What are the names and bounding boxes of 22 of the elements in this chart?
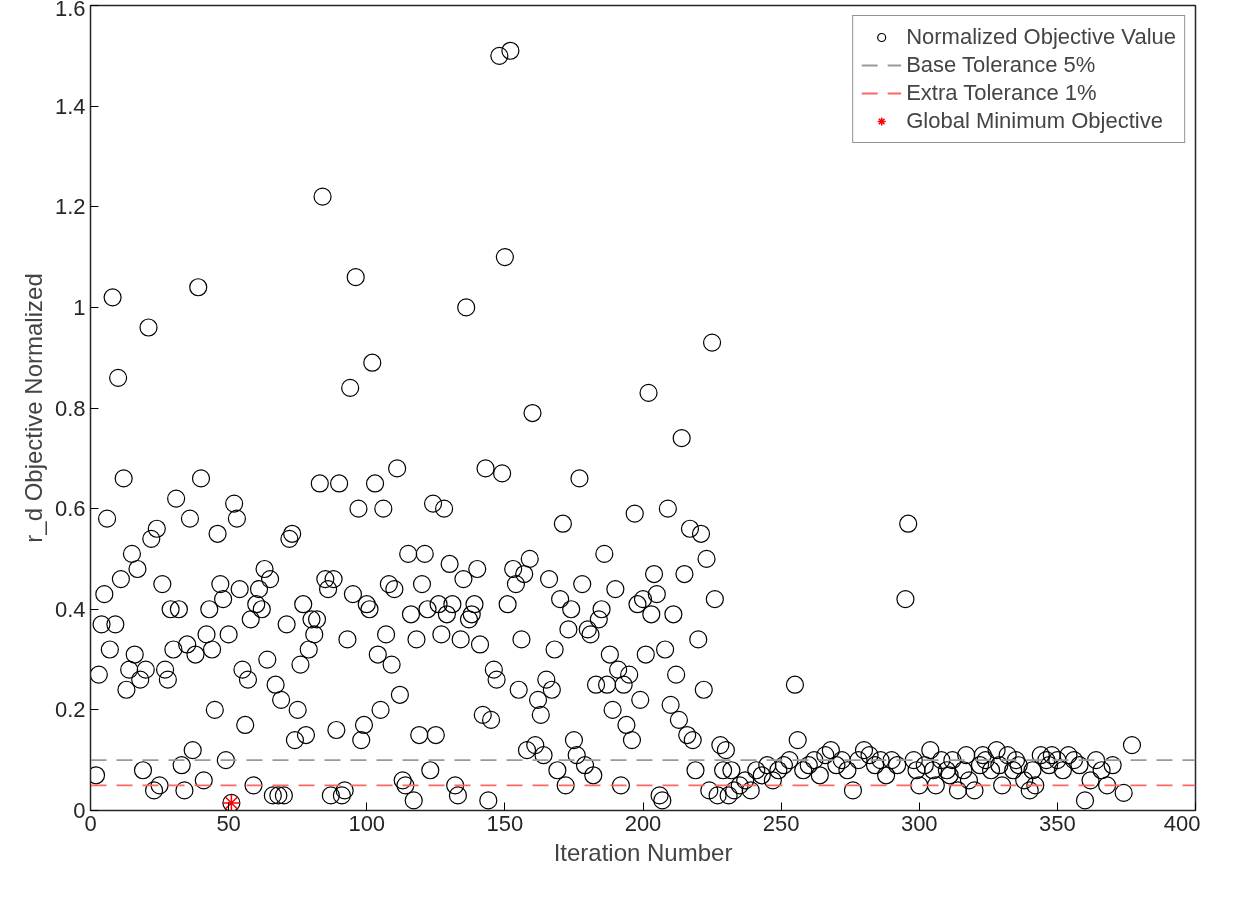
x-tick-label: 200 <box>624 810 662 836</box>
y-tick-label: 1.6 <box>54 0 86 21</box>
x-tick-label: 400 <box>1163 810 1201 836</box>
y-tick-label: 1 <box>73 294 86 320</box>
x-tick-label: 350 <box>1039 810 1076 836</box>
x-tick-label: 150 <box>486 810 524 836</box>
x-tick-label: 50 <box>216 810 241 836</box>
y-tick-label: 0.4 <box>54 596 86 622</box>
x-tick-label: 250 <box>762 810 800 836</box>
legend-label: Base Tolerance 5% <box>906 52 1096 78</box>
y-tick-label: 0.2 <box>54 697 86 723</box>
legend-label: Global Minimum Objective <box>906 108 1163 134</box>
legend-label: Normalized Objective Value <box>906 24 1176 50</box>
y-tick-label: 0.6 <box>54 496 86 522</box>
y-tick-label: 1.2 <box>54 194 86 220</box>
legend-label: Extra Tolerance 1% <box>906 80 1097 106</box>
x-axis-title: Iteration Number <box>553 838 733 866</box>
y-tick-label: 0.8 <box>54 395 86 421</box>
x-tick-label: 300 <box>900 810 938 836</box>
x-tick-label: 100 <box>348 810 386 836</box>
y-tick-label: 1.4 <box>54 93 86 119</box>
y-axis-title: r_d Objective Normalized <box>19 273 47 543</box>
